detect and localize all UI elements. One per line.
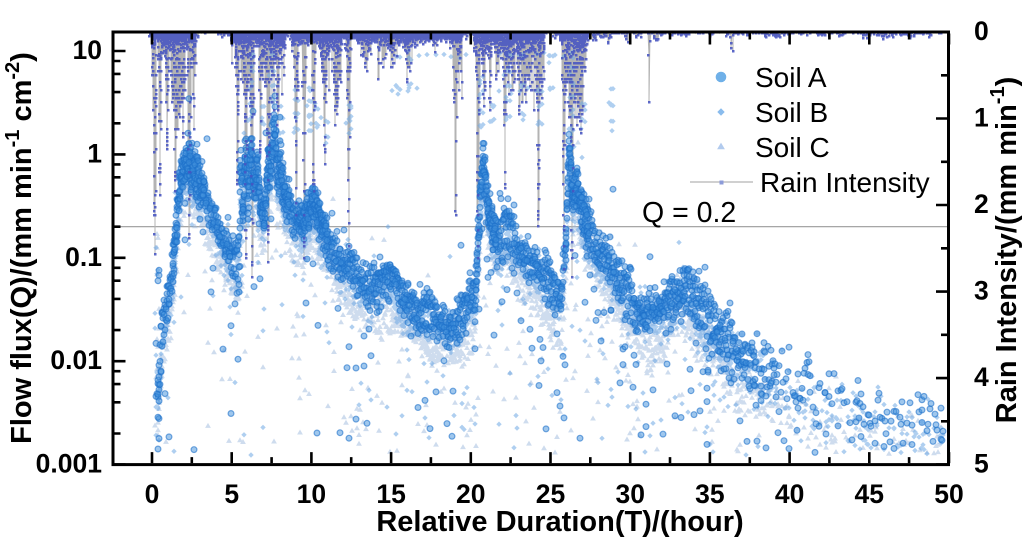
svg-text:Soil C: Soil C	[755, 132, 830, 163]
svg-text:35: 35	[695, 479, 724, 509]
svg-text:4: 4	[974, 362, 989, 392]
svg-text:1: 1	[974, 103, 989, 133]
svg-text:20: 20	[456, 479, 485, 509]
svg-text:0.001: 0.001	[36, 449, 102, 479]
svg-text:1: 1	[87, 138, 102, 168]
svg-text:Relative Duration(T)/(hour): Relative Duration(T)/(hour)	[376, 506, 743, 538]
svg-text:50: 50	[934, 479, 963, 509]
svg-text:30: 30	[615, 479, 644, 509]
svg-text:5: 5	[224, 479, 239, 509]
svg-text:Soil B: Soil B	[755, 97, 828, 128]
svg-text:0: 0	[974, 16, 989, 46]
svg-text:10: 10	[73, 35, 102, 65]
svg-text:0.1: 0.1	[65, 242, 102, 272]
svg-text:Soil A: Soil A	[755, 62, 827, 93]
svg-text:Rain Intensity: Rain Intensity	[760, 167, 930, 198]
svg-text:0: 0	[145, 479, 160, 509]
svg-text:3: 3	[974, 276, 989, 306]
svg-text:15: 15	[376, 479, 405, 509]
svg-text:10: 10	[297, 479, 326, 509]
svg-text:Q = 0.2: Q = 0.2	[642, 197, 736, 229]
svg-text:0.01: 0.01	[50, 345, 102, 375]
svg-text:Flow flux(Q)/(mm min-1 cm-2): Flow flux(Q)/(mm min-1 cm-2)	[2, 52, 38, 444]
svg-text:5: 5	[974, 449, 989, 479]
svg-text:Rain Intensity/(mm min-1): Rain Intensity/(mm min-1)	[987, 77, 1023, 424]
svg-text:25: 25	[536, 479, 565, 509]
svg-text:40: 40	[775, 479, 804, 509]
svg-text:45: 45	[855, 479, 884, 509]
svg-text:2: 2	[974, 189, 989, 219]
